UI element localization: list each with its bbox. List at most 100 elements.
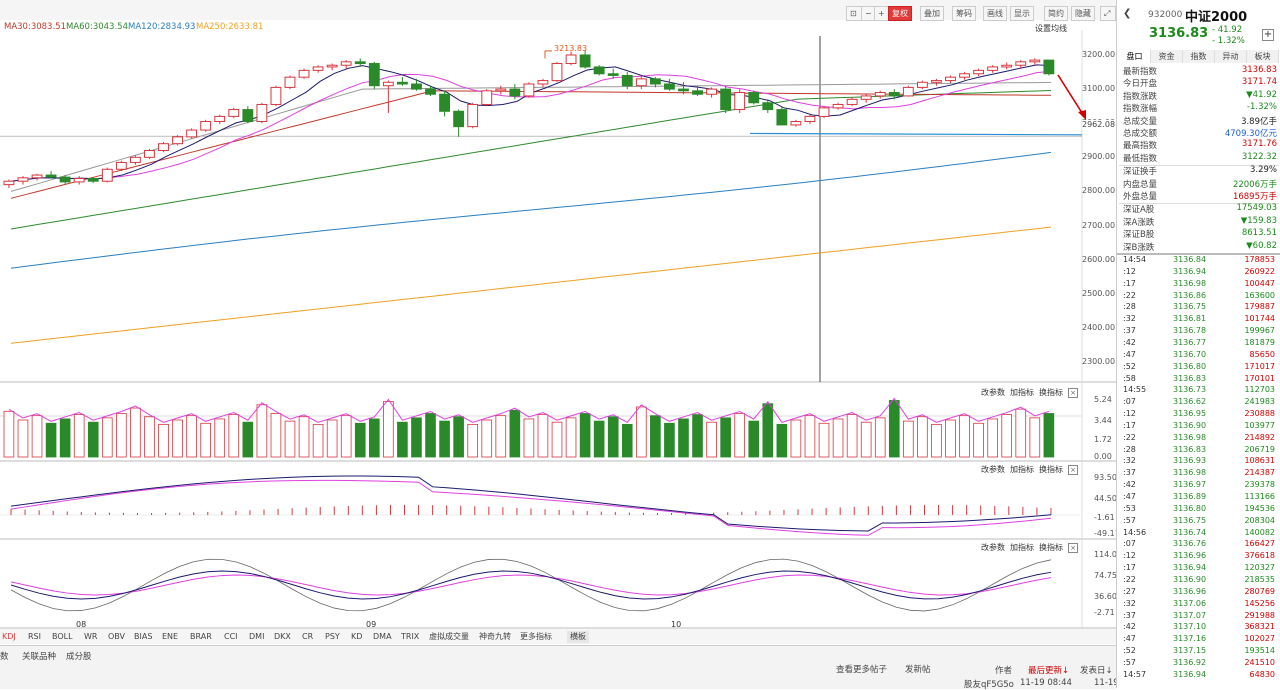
switch-indicator-button[interactable]: 换指标 <box>1039 465 1063 474</box>
indicator-tab-0[interactable]: KDJ <box>2 632 16 641</box>
post-user[interactable]: 股友qF5G5o <box>964 680 1014 690</box>
ma120-label: MA120:2834.93 <box>128 22 196 32</box>
edit-params-button[interactable]: 改参数 <box>981 543 1005 552</box>
tick-time: :52 <box>1123 646 1136 656</box>
quote-tab-1[interactable]: 资金 <box>1151 50 1183 63</box>
quote-value: 3122.32 <box>1241 151 1277 162</box>
price-axis-label: 2800.00 <box>1082 186 1116 195</box>
add-indicator-button[interactable]: 加指标 <box>1010 543 1034 552</box>
candle-body <box>495 88 507 92</box>
edit-params-button[interactable]: 改参数 <box>981 465 1005 474</box>
ma-setting-button[interactable]: 设置均线 <box>1035 24 1067 33</box>
author-column-header[interactable]: 作者 <box>995 666 1013 676</box>
quote-row: 最高指数 3171.76 <box>1123 139 1277 151</box>
kdj-axis-label: -2.71 <box>1094 608 1115 617</box>
tick-divider <box>1117 253 1280 255</box>
volume-bar <box>186 415 197 458</box>
volume-bar <box>31 415 43 458</box>
quote-tab-4[interactable]: 板块 <box>1247 50 1279 63</box>
indicator-tab-11[interactable]: CR <box>302 632 314 641</box>
draw-button[interactable]: 画线 <box>983 6 1007 21</box>
indicator-tab-12[interactable]: PSY <box>325 632 340 641</box>
candle-body <box>987 66 999 71</box>
bottom-tab-components[interactable]: 成分股 <box>66 652 92 662</box>
quote-row: 深B涨跌 ▼60.82 <box>1123 241 1277 253</box>
tick-time: :07 <box>1123 397 1136 407</box>
quote-tab-2[interactable]: 指数 <box>1183 50 1215 63</box>
add-indicator-button[interactable]: 加指标 <box>1010 465 1034 474</box>
tick-volume: 206719 <box>1244 444 1275 454</box>
view-more-posts-link[interactable]: 查看更多帖子 <box>836 665 888 675</box>
indicator-tab-14[interactable]: DMA <box>373 632 392 641</box>
candle-body <box>186 129 198 138</box>
candle-body <box>664 83 675 90</box>
tick-volume: 199967 <box>1244 326 1275 336</box>
back-icon[interactable]: ❮ <box>1123 8 1132 19</box>
tick-price: 3136.93 <box>1173 456 1207 466</box>
publish-date-header[interactable]: 发表日↓ <box>1080 666 1113 676</box>
indicator-tab-17[interactable]: 神奇九转 <box>479 632 511 641</box>
tick-volume: 166427 <box>1244 539 1275 549</box>
tick-time: :58 <box>1123 373 1136 383</box>
tick-volume: 102027 <box>1244 634 1275 644</box>
volume-bar <box>383 401 394 458</box>
candle-body <box>45 174 57 178</box>
tick-price: 3136.89 <box>1173 492 1207 501</box>
tick-row: :17 3136.98 100447 <box>1117 279 1280 291</box>
indicator-tab-3[interactable]: WR <box>84 632 98 641</box>
quote-panel: ❮ 932000 中证2000 3136.83 - 41.92 - 1.32% … <box>1116 0 1280 688</box>
switch-indicator-button[interactable]: 换指标 <box>1039 388 1063 397</box>
indicator-tab-19[interactable]: 横板 <box>567 631 589 643</box>
latest-update-header[interactable]: 最后更新↓ <box>1028 666 1070 676</box>
indicator-tab-16[interactable]: 虚拟成交量 <box>429 632 469 641</box>
fullscreen-icon[interactable]: ⤢ <box>1100 6 1116 21</box>
bottom-tab-number[interactable]: 数 <box>0 652 9 662</box>
hide-button[interactable]: 隐藏 <box>1071 6 1095 21</box>
index-name: 中证2000 <box>1185 10 1248 25</box>
close-panel-icon[interactable]: × <box>1068 543 1078 553</box>
simple-button[interactable]: 简约 <box>1044 6 1068 21</box>
edit-params-button[interactable]: 改参数 <box>981 388 1005 397</box>
add-indicator-button[interactable]: 加指标 <box>1010 388 1034 397</box>
adjust-button[interactable]: 复权 <box>888 6 912 21</box>
bottom-tab-related[interactable]: 关联品种 <box>22 652 57 662</box>
close-panel-icon[interactable]: × <box>1068 465 1078 475</box>
volume-bar <box>734 413 746 458</box>
arrow-head <box>1078 110 1086 120</box>
restore-icon[interactable]: ⊡ <box>846 6 862 21</box>
kline-chart-area[interactable]: ⊡ − + 复权 叠加 筹码 画线 显示 简约 隐藏 ⤢ MA30:3083.5… <box>0 0 1122 690</box>
kline-svg[interactable] <box>0 0 1116 688</box>
quote-key: 指数涨跌 <box>1123 91 1158 102</box>
tick-time: :22 <box>1123 290 1136 300</box>
new-post-button[interactable]: 发新帖 <box>905 665 931 675</box>
tick-row: :52 3137.15 193514 <box>1117 646 1280 658</box>
overlay-button[interactable]: 叠加 <box>920 6 944 21</box>
tick-price: 3136.94 <box>1173 669 1207 679</box>
volume-bar <box>551 421 563 458</box>
chips-button[interactable]: 筹码 <box>952 6 976 21</box>
indicator-tab-10[interactable]: DKX <box>274 632 291 641</box>
close-panel-icon[interactable]: × <box>1068 388 1078 398</box>
indicator-tab-2[interactable]: BOLL <box>52 632 73 641</box>
indicator-tab-1[interactable]: RSI <box>28 632 41 641</box>
indicator-tab-13[interactable]: KD <box>351 632 363 641</box>
tick-row: :42 3136.77 181879 <box>1117 338 1280 350</box>
indicator-tab-6[interactable]: ENE <box>162 632 179 641</box>
indicator-tab-15[interactable]: TRIX <box>401 632 420 641</box>
tick-price: 3136.97 <box>1173 480 1207 490</box>
indicator-tab-4[interactable]: OBV <box>108 632 126 641</box>
add-watch-icon[interactable]: + <box>1262 29 1274 41</box>
switch-indicator-button[interactable]: 换指标 <box>1039 543 1063 552</box>
indicator-tab-8[interactable]: CCI <box>224 632 238 641</box>
indicator-tab-7[interactable]: BRAR <box>190 632 212 641</box>
tick-time: :37 <box>1123 468 1136 478</box>
tick-time: :22 <box>1123 432 1136 442</box>
display-button[interactable]: 显示 <box>1010 6 1034 21</box>
quote-row: 内盘总量 22006万手 <box>1123 178 1277 190</box>
indicator-tab-18[interactable]: 更多指标 <box>520 632 552 641</box>
volume-bar <box>593 420 605 458</box>
indicator-tab-5[interactable]: BIAS <box>134 632 153 641</box>
quote-tab-3[interactable]: 异动 <box>1215 50 1247 63</box>
quote-tab-0[interactable]: 盘口 <box>1119 50 1151 63</box>
indicator-tab-9[interactable]: DMI <box>249 632 265 641</box>
